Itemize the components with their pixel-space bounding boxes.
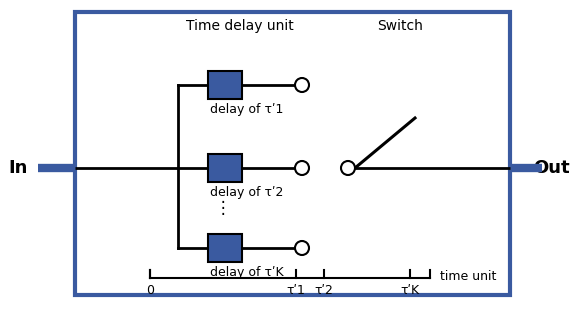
Text: time unit: time unit [440,269,497,283]
Text: 0: 0 [146,284,154,297]
Text: Time delay unit: Time delay unit [186,19,294,33]
Text: ⋮: ⋮ [214,199,231,217]
Text: delay of τʹ1: delay of τʹ1 [210,103,283,116]
Text: delay of τʹK: delay of τʹK [210,266,284,279]
Bar [208,71,242,99]
Circle shape [295,241,309,255]
FancyBboxPatch shape [75,12,510,295]
Bar [208,234,242,262]
Circle shape [295,161,309,175]
Circle shape [295,78,309,92]
Bar [208,154,242,182]
Text: τʹ1: τʹ1 [286,284,305,297]
Circle shape [341,161,355,175]
Text: τʹ2: τʹ2 [314,284,333,297]
Text: delay of τʹ2: delay of τʹ2 [210,186,283,199]
Text: Switch: Switch [377,19,423,33]
Text: τʹK: τʹK [401,284,420,297]
Text: In: In [8,159,27,177]
Text: Out: Out [533,159,570,177]
